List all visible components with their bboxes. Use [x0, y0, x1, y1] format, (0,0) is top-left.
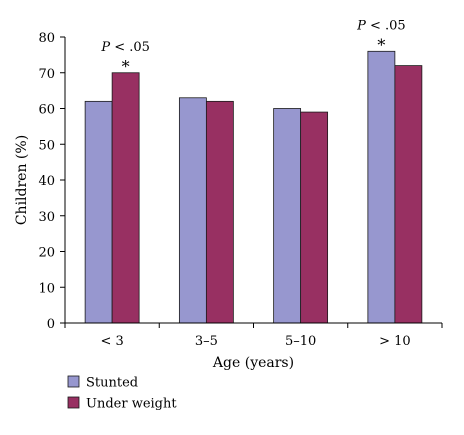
bar-stunted — [84, 100, 113, 324]
y-tick-label: 80 — [38, 31, 55, 46]
y-ticks: 0 10 20 30 40 50 60 70 80 — [38, 31, 65, 332]
x-axis-title: Age (years) — [212, 355, 294, 371]
legend-swatch — [67, 396, 80, 409]
legend: Stunted Under weight — [67, 375, 177, 412]
bar-stunted — [178, 97, 207, 324]
x-tick-label: 3–5 — [195, 334, 218, 349]
bar-under-weight — [300, 111, 329, 324]
bar-stunted — [367, 50, 396, 324]
y-tick-label: 10 — [38, 281, 55, 296]
x-tick-label: 5–10 — [285, 334, 316, 349]
y-tick-label: 70 — [38, 67, 55, 82]
y-tick-label: 60 — [38, 103, 55, 118]
legend-label: Stunted — [86, 376, 138, 391]
significance-star: * — [377, 35, 385, 54]
y-axis-title: Children (%) — [14, 135, 30, 225]
y-tick-label: 40 — [38, 174, 55, 189]
significance-label: P < .05 — [100, 40, 150, 55]
legend-label: Under weight — [86, 397, 177, 412]
x-tick-label: > 10 — [379, 334, 411, 349]
y-tick-label: 0 — [47, 317, 55, 332]
x-ticks: < 3 3–5 5–10 > 10 — [64, 323, 443, 349]
significance-star: * — [122, 57, 130, 76]
significance-label: P < .05 — [356, 18, 406, 33]
annotations-layer: * P < .05 * P < .05 — [100, 18, 405, 75]
y-tick-label: 20 — [38, 246, 55, 261]
bar-under-weight — [205, 100, 234, 324]
y-tick-label: 50 — [38, 138, 55, 153]
bar-under-weight — [394, 65, 423, 324]
bars-layer — [84, 50, 423, 324]
legend-swatch — [67, 375, 80, 388]
bar-stunted — [273, 108, 302, 324]
y-tick-label: 30 — [38, 210, 55, 225]
x-tick-label: < 3 — [100, 334, 123, 349]
bar-under-weight — [111, 72, 140, 324]
